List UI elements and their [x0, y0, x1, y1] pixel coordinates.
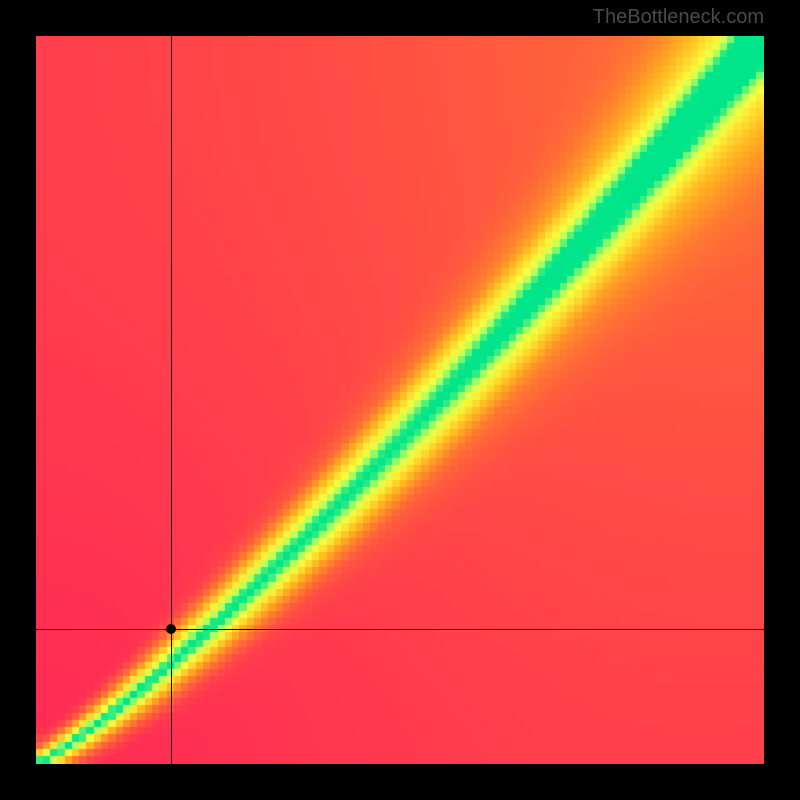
chart-container: TheBottleneck.com: [0, 0, 800, 800]
crosshair-marker: [166, 624, 176, 634]
plot-area: [36, 36, 764, 764]
crosshair-horizontal: [36, 629, 764, 630]
heatmap-canvas: [36, 36, 764, 764]
watermark-text: TheBottleneck.com: [593, 6, 764, 29]
crosshair-vertical: [171, 36, 172, 764]
